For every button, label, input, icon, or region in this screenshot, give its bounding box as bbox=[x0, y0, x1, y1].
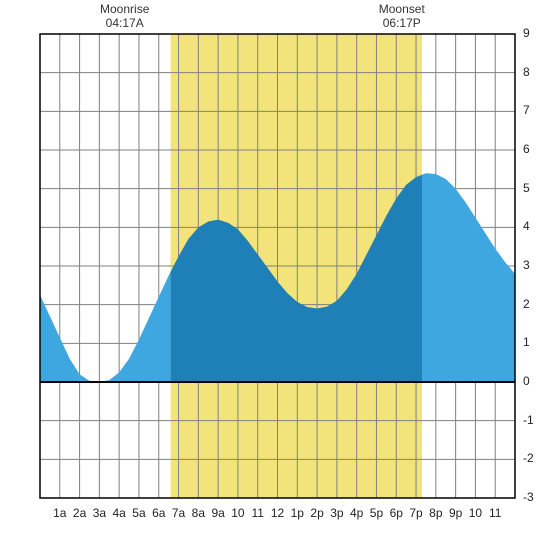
x-tick-label: 2a bbox=[70, 506, 90, 520]
moonset-annotation: Moonset 06:17P bbox=[367, 2, 437, 31]
y-tick-label: 7 bbox=[523, 103, 530, 117]
y-tick-label: 8 bbox=[523, 65, 530, 79]
y-tick-label: 5 bbox=[523, 181, 530, 195]
x-tick-label: 7a bbox=[169, 506, 189, 520]
y-tick-label: 3 bbox=[523, 258, 530, 272]
y-tick-label: -3 bbox=[523, 490, 534, 504]
x-tick-label: 12 bbox=[268, 506, 288, 520]
x-tick-label: 11 bbox=[248, 506, 268, 520]
moonrise-label: Moonrise bbox=[90, 2, 160, 16]
x-tick-label: 8a bbox=[188, 506, 208, 520]
x-tick-label: 9a bbox=[208, 506, 228, 520]
y-tick-label: 2 bbox=[523, 297, 530, 311]
x-tick-label: 5a bbox=[129, 506, 149, 520]
x-tick-label: 10 bbox=[465, 506, 485, 520]
x-tick-label: 4p bbox=[347, 506, 367, 520]
x-tick-label: 1p bbox=[287, 506, 307, 520]
x-tick-label: 4a bbox=[109, 506, 129, 520]
moonset-time: 06:17P bbox=[367, 16, 437, 30]
moonrise-time: 04:17A bbox=[90, 16, 160, 30]
y-tick-label: -1 bbox=[523, 413, 534, 427]
x-tick-label: 7p bbox=[406, 506, 426, 520]
x-tick-label: 3p bbox=[327, 506, 347, 520]
y-tick-label: 9 bbox=[523, 26, 530, 40]
moonrise-annotation: Moonrise 04:17A bbox=[90, 2, 160, 31]
x-tick-label: 1a bbox=[50, 506, 70, 520]
tide-chart: Moonrise 04:17A Moonset 06:17P 1a2a3a4a5… bbox=[0, 0, 550, 550]
y-tick-label: 0 bbox=[523, 374, 530, 388]
x-tick-label: 10 bbox=[228, 506, 248, 520]
y-tick-label: 4 bbox=[523, 219, 530, 233]
x-tick-label: 6a bbox=[149, 506, 169, 520]
x-tick-label: 2p bbox=[307, 506, 327, 520]
x-tick-label: 9p bbox=[446, 506, 466, 520]
chart-svg bbox=[0, 0, 550, 550]
y-tick-label: -2 bbox=[523, 451, 534, 465]
x-tick-label: 3a bbox=[89, 506, 109, 520]
x-tick-label: 6p bbox=[386, 506, 406, 520]
x-tick-label: 5p bbox=[366, 506, 386, 520]
y-tick-label: 6 bbox=[523, 142, 530, 156]
moonset-label: Moonset bbox=[367, 2, 437, 16]
x-tick-label: 11 bbox=[485, 506, 505, 520]
x-tick-label: 8p bbox=[426, 506, 446, 520]
y-tick-label: 1 bbox=[523, 335, 530, 349]
